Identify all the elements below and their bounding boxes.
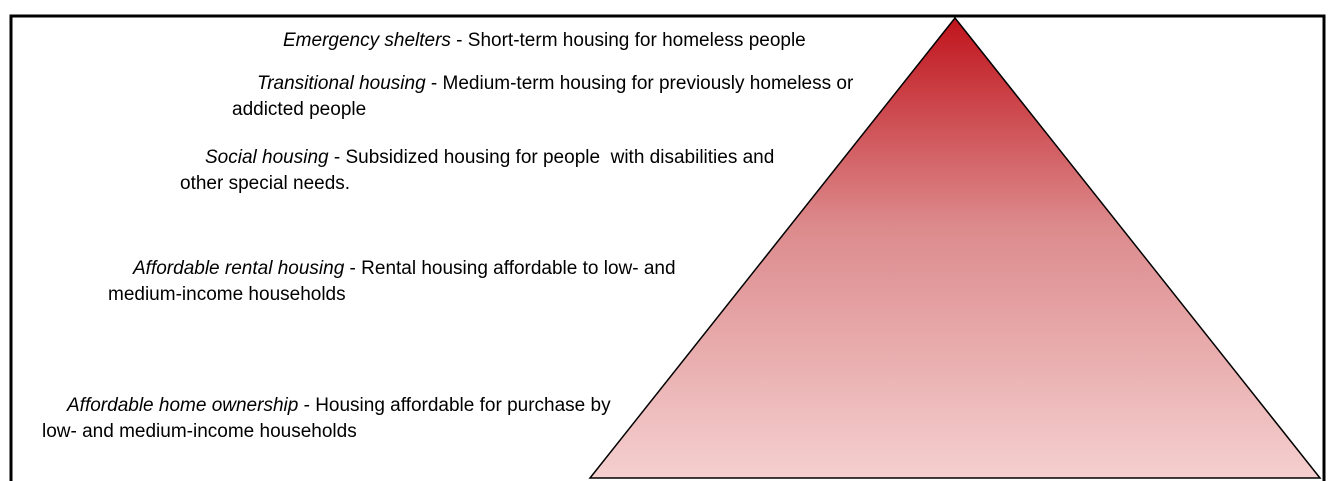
level-description: - Housing affordable for purchase by low… bbox=[42, 395, 616, 442]
level-term: Social housing bbox=[205, 147, 329, 168]
level-text: Affordable home ownership - Housing affo… bbox=[42, 393, 622, 445]
level-text: Emergency shelters - Short-term housing … bbox=[258, 28, 978, 54]
frame bbox=[9, 14, 1326, 481]
level-description: - Short-term housing for homeless people bbox=[450, 30, 806, 51]
level-description: - Rental housing affordable to low- and … bbox=[108, 258, 681, 305]
level-text: Transitional housing - Medium-term housi… bbox=[232, 71, 872, 123]
level-description: - Medium-term housing for previously hom… bbox=[232, 73, 859, 120]
pyramid bbox=[588, 16, 1322, 479]
level-text: Social housing - Subsidized housing for … bbox=[180, 145, 780, 197]
level-text: Affordable rental housing - Rental housi… bbox=[108, 256, 718, 308]
level-term: Affordable home ownership bbox=[67, 395, 299, 416]
level-term: Affordable rental housing bbox=[133, 258, 345, 279]
level-term: Emergency shelters bbox=[283, 30, 451, 51]
level-term: Transitional housing bbox=[257, 73, 426, 94]
level-description: - Subsidized housing for people with dis… bbox=[180, 147, 780, 194]
